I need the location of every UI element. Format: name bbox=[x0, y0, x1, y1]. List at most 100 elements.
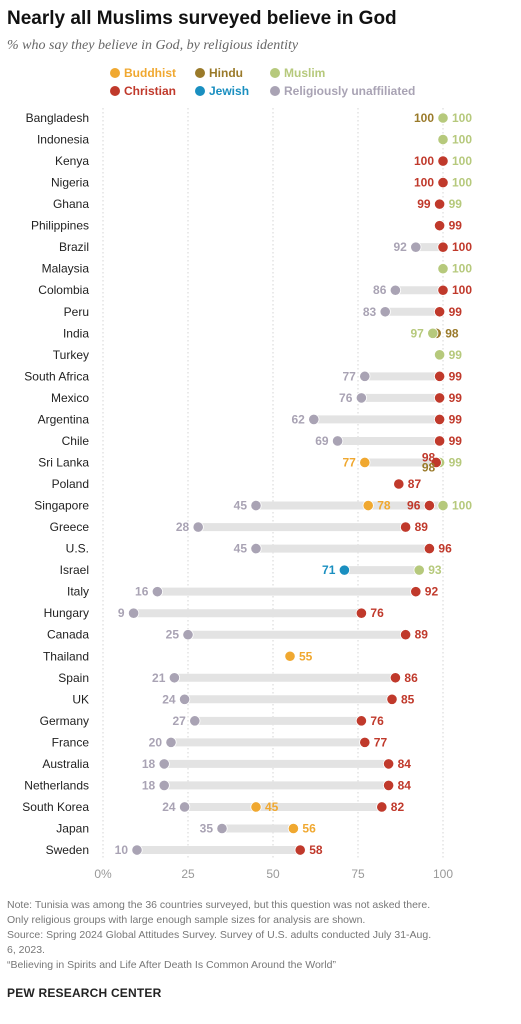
country-label: India bbox=[63, 326, 89, 340]
data-dot-religiously-unaffiliated bbox=[151, 586, 163, 598]
x-tick-label: 75 bbox=[351, 867, 365, 881]
data-dot-christian bbox=[433, 392, 446, 404]
chart-subtitle: % who say they believe in God, by religi… bbox=[7, 38, 299, 53]
data-label-religiously-unaffiliated: 45 bbox=[234, 542, 248, 556]
country-label: U.S. bbox=[66, 542, 89, 556]
data-dot-religiously-unaffiliated bbox=[216, 822, 228, 835]
data-label-christian: 99 bbox=[449, 219, 463, 233]
data-label-religiously-unaffiliated: 20 bbox=[149, 735, 163, 749]
legend-marker-hindu bbox=[195, 68, 205, 78]
pew-research-logo-text: PEW RESEARCH CENTER bbox=[7, 986, 162, 1000]
legend-marker-jewish bbox=[195, 86, 205, 96]
data-dot-religiously-unaffiliated bbox=[379, 306, 391, 318]
data-label-religiously-unaffiliated: 62 bbox=[291, 412, 305, 426]
country-label: Mexico bbox=[51, 391, 89, 405]
data-label-muslim: 99 bbox=[449, 455, 463, 469]
data-dot-religiously-unaffiliated bbox=[389, 284, 401, 296]
data-dot-muslim bbox=[437, 263, 449, 275]
data-dot-muslim bbox=[413, 564, 425, 576]
data-dot-religiously-unaffiliated bbox=[250, 542, 262, 555]
data-label-christian: 98 bbox=[422, 450, 436, 464]
data-label-muslim: 100 bbox=[452, 154, 472, 168]
country-label: Bangladesh bbox=[26, 111, 89, 125]
data-label-religiously-unaffiliated: 27 bbox=[172, 714, 186, 728]
source-line: 6, 2023. bbox=[7, 944, 45, 956]
data-dot-religiously-unaffiliated bbox=[131, 844, 143, 856]
data-dot-christian bbox=[433, 220, 446, 232]
data-label-christian: 99 bbox=[449, 412, 463, 426]
country-label: Greece bbox=[50, 520, 90, 534]
country-label: Colombia bbox=[38, 283, 89, 297]
data-dot-christian bbox=[430, 456, 442, 469]
data-label-hindu: 100 bbox=[414, 111, 434, 125]
data-label-religiously-unaffiliated: 25 bbox=[166, 628, 180, 642]
data-label-religiously-unaffiliated: 21 bbox=[152, 671, 166, 685]
data-dot-buddhist bbox=[359, 456, 371, 469]
country-label: Canada bbox=[47, 628, 89, 642]
data-label-muslim: 100 bbox=[452, 111, 472, 125]
x-tick-label: 100 bbox=[433, 867, 453, 881]
data-dot-religiously-unaffiliated bbox=[182, 629, 194, 641]
data-dot-christian bbox=[376, 801, 388, 813]
data-dot-christian bbox=[410, 586, 422, 598]
report-title-line: “Believing in Spirits and Life After Dea… bbox=[7, 959, 336, 971]
data-label-religiously-unaffiliated: 18 bbox=[142, 757, 156, 771]
country-label: Thailand bbox=[43, 649, 89, 663]
data-label-christian: 82 bbox=[391, 800, 405, 814]
data-label-christian: 77 bbox=[374, 735, 388, 749]
data-dot-religiously-unaffiliated bbox=[410, 241, 422, 253]
legend-label-religiously-unaffiliated: Religiously unaffiliated bbox=[284, 84, 415, 98]
country-label: Kenya bbox=[55, 154, 89, 168]
data-label-christian: 96 bbox=[407, 499, 421, 513]
country-label: Israel bbox=[60, 563, 89, 577]
data-label-buddhist: 45 bbox=[265, 800, 279, 814]
data-label-muslim: 100 bbox=[452, 176, 472, 190]
data-dot-christian bbox=[355, 607, 367, 619]
country-label: Malaysia bbox=[42, 262, 90, 276]
data-label-buddhist: 55 bbox=[299, 649, 313, 663]
data-dot-religiously-unaffiliated bbox=[179, 801, 191, 813]
data-dot-christian bbox=[433, 198, 446, 210]
data-label-christian: 92 bbox=[425, 585, 439, 599]
data-label-religiously-unaffiliated: 76 bbox=[339, 391, 353, 405]
data-dot-christian bbox=[393, 478, 405, 490]
data-dot-christian bbox=[382, 758, 395, 770]
data-dot-christian bbox=[437, 155, 449, 167]
data-label-religiously-unaffiliated: 69 bbox=[315, 434, 329, 448]
data-label-christian: 89 bbox=[415, 628, 429, 642]
data-dot-religiously-unaffiliated bbox=[158, 758, 170, 770]
data-label-muslim: 97 bbox=[410, 326, 424, 340]
data-dot-religiously-unaffiliated bbox=[359, 370, 371, 382]
country-label: Brazil bbox=[59, 240, 89, 254]
data-label-christian: 96 bbox=[438, 542, 452, 556]
country-label: South Korea bbox=[22, 800, 89, 814]
data-label-religiously-unaffiliated: 83 bbox=[363, 305, 377, 319]
data-dot-muslim bbox=[437, 499, 449, 512]
data-dot-christian bbox=[433, 435, 446, 447]
source-line: Source: Spring 2024 Global Attitudes Sur… bbox=[7, 929, 432, 941]
data-label-buddhist: 78 bbox=[377, 499, 391, 513]
data-label-religiously-unaffiliated: 77 bbox=[342, 369, 356, 383]
country-label: Indonesia bbox=[37, 133, 89, 147]
legend-label-hindu: Hindu bbox=[209, 66, 243, 80]
data-label-religiously-unaffiliated: 35 bbox=[200, 821, 214, 835]
data-label-religiously-unaffiliated: 92 bbox=[393, 240, 407, 254]
data-dot-muslim bbox=[437, 112, 449, 124]
country-label: Sweden bbox=[46, 843, 89, 857]
legend-marker-christian bbox=[110, 86, 120, 96]
data-label-christian: 84 bbox=[398, 778, 412, 792]
data-dot-christian bbox=[294, 844, 306, 856]
legend-marker-muslim bbox=[270, 68, 280, 78]
chart-title: Nearly all Muslims surveyed believe in G… bbox=[7, 8, 397, 29]
data-label-christian: 84 bbox=[398, 757, 412, 771]
data-dot-religiously-unaffiliated bbox=[165, 736, 177, 748]
data-label-muslim: 100 bbox=[452, 133, 472, 147]
legend-label-muslim: Muslim bbox=[284, 66, 325, 80]
legend-label-christian: Christian bbox=[124, 84, 176, 98]
data-dot-christian bbox=[433, 370, 446, 382]
data-dot-buddhist bbox=[284, 650, 296, 662]
country-label: Spain bbox=[58, 671, 89, 685]
data-dot-christian bbox=[433, 306, 446, 318]
data-dot-christian bbox=[437, 241, 449, 253]
note-line: Note: Tunisia was among the 36 countries… bbox=[7, 899, 431, 911]
